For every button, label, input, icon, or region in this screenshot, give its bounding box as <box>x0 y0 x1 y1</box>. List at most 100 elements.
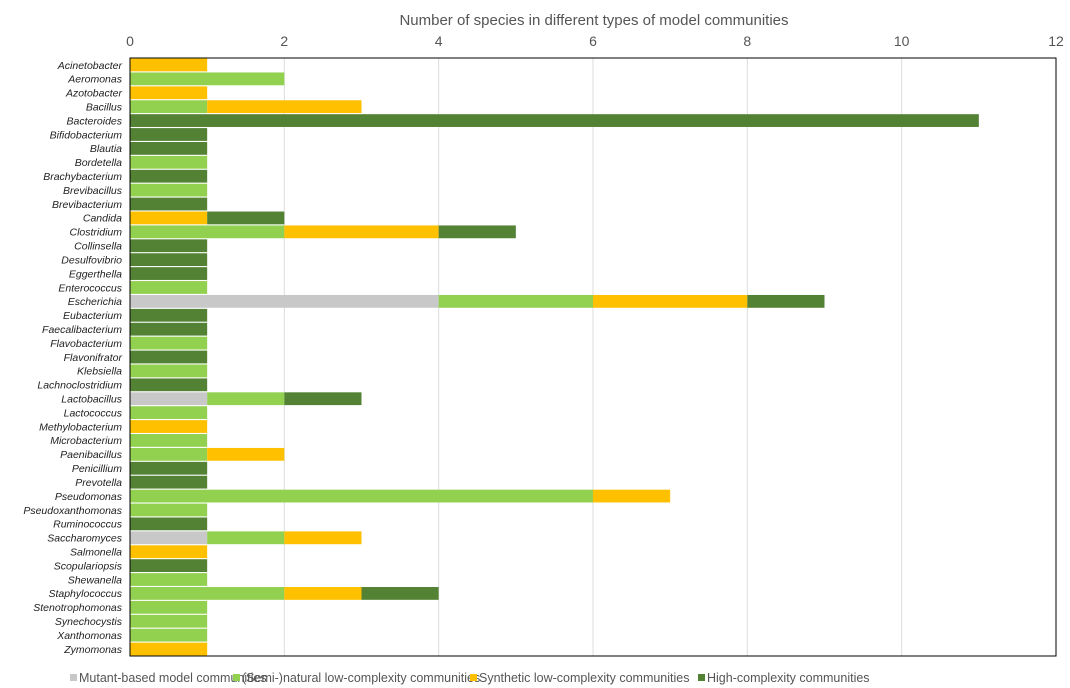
category-label: Scopulariopsis <box>54 560 123 572</box>
legend-entry-label: High-complexity communities <box>707 671 870 685</box>
category-label: Faecalibacterium <box>42 324 122 336</box>
x-tick-label: 10 <box>894 33 910 49</box>
legend-swatch <box>70 674 77 681</box>
bar-segment <box>130 517 208 531</box>
category-label: Eggerthella <box>69 268 122 280</box>
bar-segment <box>130 614 208 628</box>
bar-segment <box>438 294 593 308</box>
legend-entry-label: (Semi-)natural low-complexity communitie… <box>242 671 480 685</box>
category-label: Brevibacillus <box>63 185 123 197</box>
category-label: Staphylococcus <box>48 588 122 600</box>
x-tick-label: 8 <box>743 33 751 49</box>
bar-segment <box>130 364 208 378</box>
bar-segment <box>130 155 208 169</box>
category-label: Bacillus <box>86 101 123 113</box>
bar-segment <box>207 392 285 406</box>
bar-segment <box>130 531 208 545</box>
bar-segment <box>130 406 208 420</box>
category-label: Methylobacterium <box>39 421 122 433</box>
x-tick-label: 6 <box>589 33 597 49</box>
bar-segment <box>130 100 208 114</box>
category-label: Flavobacterium <box>50 338 122 350</box>
category-label: Lactococcus <box>64 407 123 419</box>
category-label: Flavonifrator <box>64 352 123 364</box>
bar-segment <box>130 545 208 559</box>
bar-segment <box>130 587 285 600</box>
category-label: Brevibacterium <box>52 199 122 211</box>
bar-segment <box>130 183 208 197</box>
category-label: Pseudomonas <box>55 491 123 503</box>
category-label: Zymomonas <box>63 644 123 656</box>
bar-segment <box>130 253 208 267</box>
category-label: Stenotrophomonas <box>33 602 122 614</box>
x-tick-label: 2 <box>280 33 288 49</box>
category-label: Clostridium <box>69 227 122 239</box>
bar-segment <box>747 294 825 308</box>
category-label: Pseudoxanthomonas <box>23 505 122 517</box>
legend-swatch <box>698 674 705 681</box>
plot-area-frame <box>129 57 1057 657</box>
bar-segment <box>130 642 208 656</box>
bar-segment <box>130 600 208 614</box>
category-label: Candida <box>83 213 122 225</box>
category-label: Brachybacterium <box>43 171 122 183</box>
bar-segment <box>130 322 208 336</box>
bar-segment <box>130 559 208 573</box>
bar-segment <box>130 378 208 392</box>
bar-segment <box>130 447 208 461</box>
category-label: Lachnoclostridium <box>37 380 122 392</box>
category-label: Azotobacter <box>65 88 123 100</box>
legend-swatch <box>470 674 477 681</box>
bar-segment <box>130 434 208 447</box>
bar-segment <box>130 211 208 225</box>
bar-segment <box>130 239 208 253</box>
category-label: Bifidobacterium <box>50 129 123 141</box>
legend-entry-label: Mutant-based model communities <box>79 671 267 685</box>
bar-segment <box>130 267 208 280</box>
bar-segment <box>130 573 208 586</box>
bar-segment <box>130 420 208 433</box>
category-label: Saccharomyces <box>47 533 122 545</box>
category-label: Salmonella <box>70 546 122 558</box>
category-label: Acinetobacter <box>57 60 123 72</box>
bar-segment <box>361 587 439 600</box>
x-tick-label: 4 <box>435 33 443 49</box>
bar-segment <box>438 225 516 239</box>
category-label: Bordetella <box>75 157 122 169</box>
bar-segment <box>130 72 285 86</box>
legend-entry-label: Synthetic low-complexity communities <box>479 671 690 685</box>
bar-segment <box>130 350 208 364</box>
category-label: Desulfovibrio <box>61 254 122 266</box>
bar-segment <box>130 308 208 322</box>
x-tick-label: 0 <box>126 33 134 49</box>
category-label: Prevotella <box>75 477 122 489</box>
category-label: Aeromonas <box>67 74 122 86</box>
category-label: Penicillium <box>72 463 122 475</box>
bar-segment <box>130 225 285 239</box>
x-tick-labels: 0 2 4 6 8 10 12 <box>126 33 1064 49</box>
bar-segment <box>130 114 979 127</box>
bar-segment <box>284 225 439 239</box>
category-label: Synechocystis <box>55 616 123 628</box>
bar-segment <box>130 141 208 155</box>
bar-segment <box>284 392 362 406</box>
category-label: Shewanella <box>68 574 122 586</box>
bar-segment <box>130 58 208 72</box>
category-label: Lactobacillus <box>61 394 122 406</box>
bar-segment <box>130 628 208 642</box>
category-label: Collinsella <box>74 241 122 253</box>
x-tick-label: 12 <box>1048 33 1064 49</box>
x-axis-title: Number of species in different types of … <box>399 12 788 29</box>
category-label: Blautia <box>90 143 122 155</box>
bar-segment <box>130 86 208 100</box>
category-label: Escherichia <box>68 296 122 308</box>
bar-segment <box>207 531 285 545</box>
bar-segment <box>593 294 748 308</box>
category-label: Eubacterium <box>63 310 122 322</box>
bar-segment <box>130 128 208 141</box>
bar-segment <box>130 461 208 475</box>
bar-segment <box>593 489 671 503</box>
gridlines <box>129 58 1057 656</box>
bar-segment <box>284 587 362 600</box>
